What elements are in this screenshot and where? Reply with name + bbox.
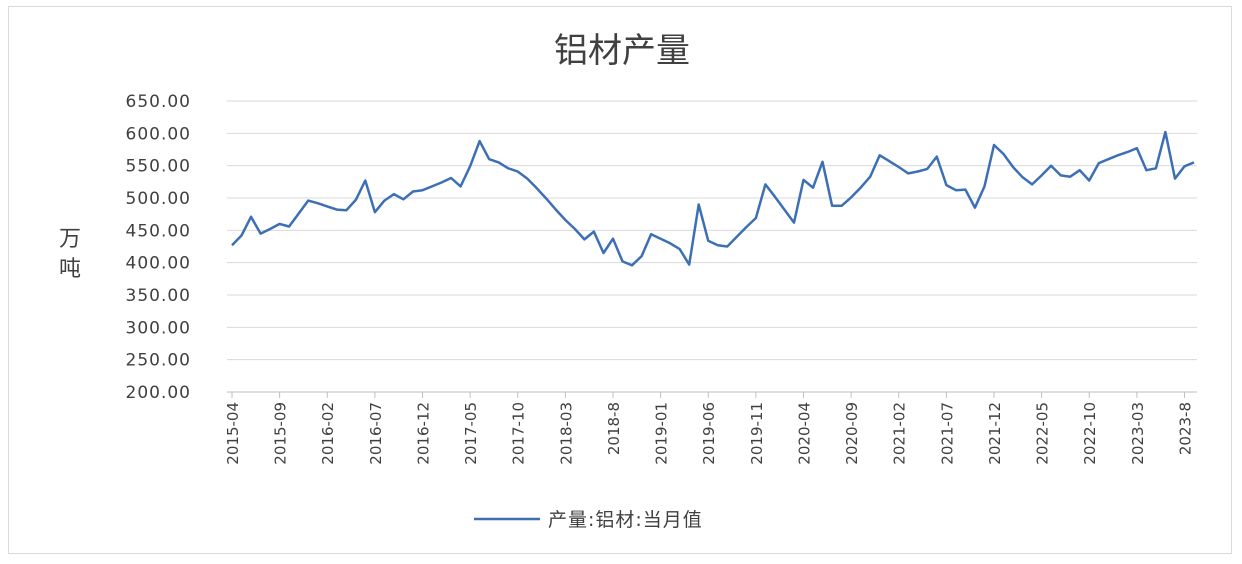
y-tick-label: 600.00 (126, 124, 191, 144)
x-tick-label: 2018-03 (557, 402, 575, 465)
x-tick-label: 2019-06 (700, 402, 718, 465)
x-tick-label: 2019-01 (653, 402, 671, 465)
x-tick-label: 2021-02 (891, 402, 909, 465)
x-tick-label: 2023-03 (1129, 402, 1147, 465)
x-tick-label: 2015-09 (272, 402, 290, 465)
x-tick-label: 2017-10 (510, 402, 528, 465)
x-tick-label: 2016-12 (414, 402, 432, 465)
series-group (231, 130, 1195, 267)
y-tick-label: 350.00 (126, 286, 191, 306)
x-tick-label: 2020-04 (795, 402, 813, 465)
legend-label: 产量:铝材:当月值 (548, 509, 703, 531)
x-axis-ticks: 2015-04 2015-09 2016-02 2016-07 2016-12 2017-… (224, 392, 1194, 465)
x-tick-label: 2021-07 (938, 402, 956, 465)
x-tick-label: 2015-04 (224, 402, 242, 465)
x-tick-label: 2022-05 (1034, 402, 1052, 465)
chart-frame (8, 6, 1232, 554)
y-tick-label: 250.00 (126, 351, 191, 371)
x-tick-label: 2020-09 (843, 402, 861, 465)
x-tick-label: 2023-8 (1176, 402, 1194, 455)
x-tick-label: 2019-11 (748, 402, 766, 465)
y-tick-label: 400.00 (126, 254, 191, 274)
x-tick-label: 2018-8 (605, 402, 623, 455)
y-tick-label: 200.00 (126, 383, 191, 403)
x-tick-label: 2017-05 (462, 402, 480, 465)
x-tick-label: 2022-10 (1081, 402, 1099, 465)
y-axis-ticks: 200.00 250.00 300.00 350.00 400.00 450.00 500.… (126, 92, 191, 403)
y-tick-label: 450.00 (126, 221, 191, 241)
x-tick-label: 2016-07 (367, 402, 385, 465)
series-line (231, 130, 1195, 267)
y-tick-label: 550.00 (126, 157, 191, 177)
y-axis-label: 万吨 (59, 227, 81, 282)
x-tick-label: 2016-02 (319, 402, 337, 465)
x-tick-label: 2021-12 (986, 402, 1004, 465)
y-tick-label: 500.00 (126, 189, 191, 209)
y-tick-label: 300.00 (126, 318, 191, 338)
y-tick-label: 650.00 (126, 92, 191, 112)
chart-title: 铝材产量 (554, 31, 690, 71)
gridlines (227, 100, 1197, 361)
legend: 产量:铝材:当月值 (474, 509, 703, 531)
